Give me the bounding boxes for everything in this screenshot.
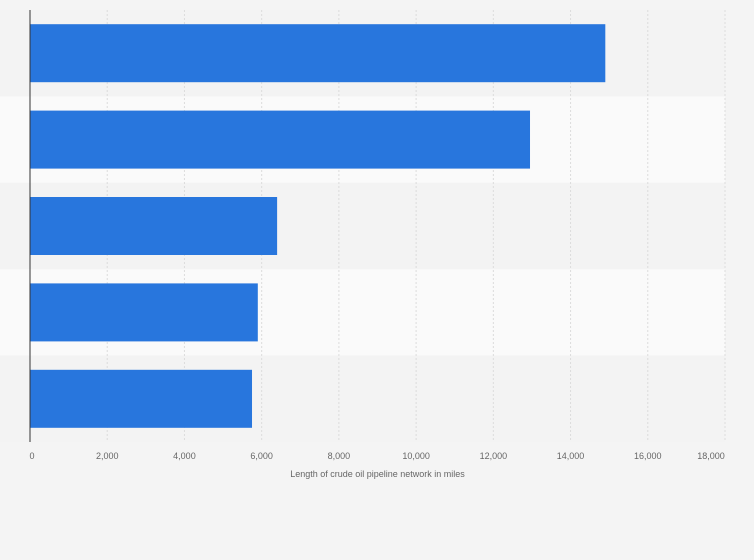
x-tick-label: 14,000 — [557, 451, 585, 461]
bar — [30, 197, 278, 255]
bar — [30, 283, 258, 342]
x-axis-ticks: 0 2,000 4,000 6,000 8,000 10,000 12,000 14,000 1… — [29, 451, 724, 461]
x-tick-label: 10,000 — [402, 451, 430, 461]
bar — [30, 110, 531, 169]
x-tick-label: 2,000 — [96, 451, 119, 461]
bar — [30, 369, 253, 428]
bars — [30, 24, 606, 428]
x-axis-title: Length of crude oil pipeline network in … — [290, 469, 465, 479]
x-tick-label: 6,000 — [250, 451, 273, 461]
bar — [30, 24, 606, 83]
x-tick-label: 12,000 — [480, 451, 508, 461]
x-tick-label: 18,000 — [697, 451, 725, 461]
x-tick-label: 16,000 — [634, 451, 662, 461]
x-tick-label: 4,000 — [173, 451, 196, 461]
x-tick-label: 8,000 — [328, 451, 351, 461]
x-tick-label: 0 — [29, 451, 34, 461]
